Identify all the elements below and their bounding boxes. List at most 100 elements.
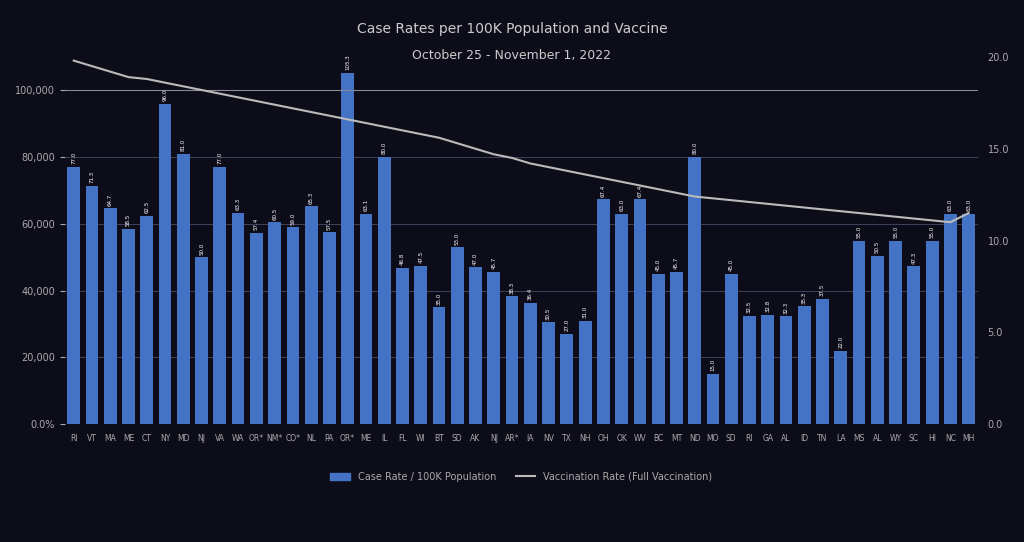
Text: Case Rates per 100K Population and Vaccine: Case Rates per 100K Population and Vacci… — [356, 22, 668, 36]
Bar — [287, 227, 299, 424]
Text: October 25 - November 1, 2022: October 25 - November 1, 2022 — [413, 49, 611, 62]
Text: 35.3: 35.3 — [802, 292, 807, 304]
Text: 53.0: 53.0 — [455, 233, 460, 244]
Bar — [560, 334, 573, 424]
Bar — [305, 206, 317, 424]
Text: 67.4: 67.4 — [601, 184, 606, 197]
Text: 58.5: 58.5 — [126, 214, 131, 226]
Bar — [159, 104, 171, 424]
Bar — [779, 317, 793, 424]
Bar — [177, 154, 189, 424]
Text: 22.0: 22.0 — [839, 336, 844, 348]
Bar — [816, 299, 829, 424]
Bar — [415, 266, 427, 424]
Text: 63.3: 63.3 — [236, 198, 241, 210]
Bar — [323, 232, 336, 424]
Text: 96.0: 96.0 — [163, 89, 168, 101]
Legend: Case Rate / 100K Population, Vaccination Rate (Full Vaccination): Case Rate / 100K Population, Vaccination… — [327, 468, 716, 486]
Text: 57.5: 57.5 — [327, 217, 332, 230]
Text: 59.0: 59.0 — [291, 212, 295, 224]
Text: 80.0: 80.0 — [382, 142, 387, 154]
Bar — [835, 351, 847, 424]
Bar — [651, 274, 665, 424]
Bar — [926, 241, 939, 424]
Text: 45.7: 45.7 — [492, 257, 497, 269]
Bar — [487, 272, 500, 424]
Text: 32.5: 32.5 — [746, 301, 752, 313]
Text: 55.0: 55.0 — [893, 225, 898, 238]
Bar — [122, 229, 135, 424]
Text: 50.0: 50.0 — [199, 242, 204, 255]
Bar — [725, 274, 737, 424]
Text: 30.5: 30.5 — [546, 307, 551, 320]
Bar — [103, 208, 117, 424]
Text: 27.0: 27.0 — [564, 319, 569, 331]
Bar — [469, 267, 482, 424]
Text: 35.0: 35.0 — [436, 293, 441, 305]
Bar — [615, 214, 628, 424]
Text: 57.4: 57.4 — [254, 218, 259, 230]
Bar — [341, 73, 354, 424]
Text: 31.0: 31.0 — [583, 306, 588, 318]
Bar — [86, 186, 98, 424]
Text: 77.0: 77.0 — [217, 152, 222, 164]
Bar — [196, 257, 208, 424]
Bar — [798, 306, 811, 424]
Text: 50.5: 50.5 — [874, 241, 880, 253]
Text: 60.5: 60.5 — [272, 207, 278, 220]
Bar — [542, 322, 555, 424]
Text: 65.3: 65.3 — [308, 191, 313, 203]
Text: 32.3: 32.3 — [783, 301, 788, 314]
Bar — [432, 307, 445, 424]
Bar — [889, 241, 902, 424]
Text: 38.3: 38.3 — [510, 281, 514, 294]
Bar — [963, 214, 975, 424]
Text: 37.5: 37.5 — [820, 284, 825, 296]
Text: 46.8: 46.8 — [400, 253, 404, 265]
Bar — [250, 233, 263, 424]
Text: 47.5: 47.5 — [418, 251, 423, 263]
Bar — [743, 315, 756, 424]
Bar — [506, 296, 518, 424]
Bar — [378, 157, 390, 424]
Text: 32.8: 32.8 — [765, 300, 770, 312]
Bar — [68, 167, 80, 424]
Text: 55.0: 55.0 — [856, 225, 861, 238]
Text: 55.0: 55.0 — [930, 225, 935, 238]
Bar — [707, 374, 719, 424]
Text: 105.3: 105.3 — [345, 54, 350, 70]
Text: 71.3: 71.3 — [89, 171, 94, 184]
Text: 62.5: 62.5 — [144, 201, 150, 213]
Bar — [670, 272, 683, 424]
Bar — [597, 199, 609, 424]
Bar — [634, 199, 646, 424]
Bar — [688, 157, 701, 424]
Bar — [871, 256, 884, 424]
Text: 45.7: 45.7 — [674, 257, 679, 269]
Bar — [231, 213, 245, 424]
Bar — [213, 167, 226, 424]
Bar — [396, 268, 409, 424]
Text: 47.0: 47.0 — [473, 253, 478, 264]
Bar — [524, 302, 537, 424]
Text: 63.0: 63.0 — [948, 199, 953, 211]
Bar — [140, 216, 154, 424]
Bar — [451, 247, 464, 424]
Bar — [762, 315, 774, 424]
Text: 63.0: 63.0 — [967, 199, 971, 211]
Text: 15.0: 15.0 — [711, 359, 716, 371]
Text: 47.3: 47.3 — [911, 251, 916, 263]
Text: 63.1: 63.1 — [364, 198, 369, 211]
Bar — [907, 266, 921, 424]
Bar — [944, 214, 956, 424]
Bar — [359, 214, 373, 424]
Text: 36.4: 36.4 — [527, 288, 532, 300]
Bar — [853, 241, 865, 424]
Bar — [268, 222, 281, 424]
Text: 45.0: 45.0 — [729, 259, 734, 272]
Text: 81.0: 81.0 — [181, 139, 185, 151]
Text: 63.0: 63.0 — [620, 199, 625, 211]
Text: 77.0: 77.0 — [72, 152, 76, 164]
Bar — [579, 321, 592, 424]
Text: 80.0: 80.0 — [692, 142, 697, 154]
